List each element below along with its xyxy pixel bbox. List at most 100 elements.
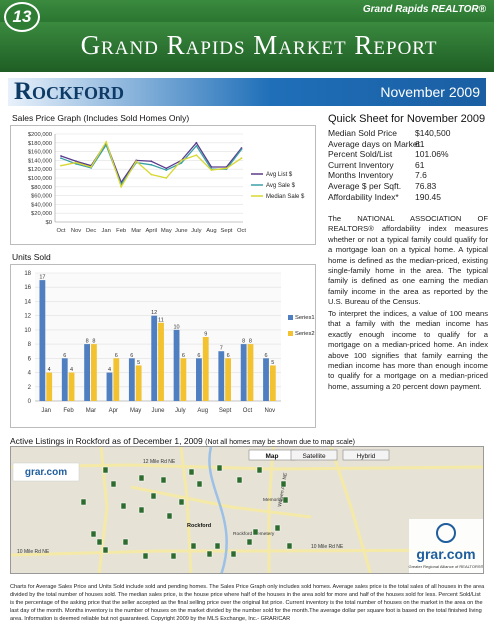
data-point <box>75 163 77 165</box>
data-point <box>150 163 153 166</box>
bar-value-label: 10 <box>173 324 179 330</box>
listing-pin-icon <box>286 542 293 550</box>
y-tick-label: 2 <box>28 385 32 391</box>
x-tick-label: Feb <box>116 228 126 234</box>
quick-sheet-label: Median Sold Price <box>328 128 397 138</box>
listing-pin-icon <box>214 542 221 550</box>
data-point <box>180 159 183 162</box>
price-chart-title: Sales Price Graph (Includes Sold Homes O… <box>12 113 190 123</box>
bar-value-label: 4 <box>70 367 73 373</box>
bar-value-label: 8 <box>92 339 95 345</box>
bar <box>151 315 158 401</box>
bar <box>173 329 180 401</box>
x-tick-label: Mar <box>131 228 141 234</box>
bar <box>61 358 68 401</box>
bar-value-label: 17 <box>39 275 45 281</box>
listing-pin-icon <box>206 550 213 558</box>
place-label: Rockford <box>187 523 211 529</box>
listing-pin-icon <box>280 480 287 488</box>
listing-pin-icon <box>282 496 289 504</box>
legend-label: Avg List $ <box>266 172 293 178</box>
quick-sheet-value: 61 <box>415 138 425 149</box>
bar-value-label: 4 <box>108 367 111 373</box>
data-point <box>210 169 213 171</box>
bar <box>196 358 202 401</box>
legend-swatch <box>288 331 293 336</box>
quick-sheet-row: Affordability Index* 190.45 <box>328 192 488 202</box>
affordability-paragraph: The NATIONAL ASSOCIATION OF REALTORS® af… <box>328 214 488 307</box>
listing-pin-icon <box>160 476 167 484</box>
bar-value-label: 11 <box>158 317 164 323</box>
y-tick-label: 12 <box>24 314 31 320</box>
x-tick-label: June <box>175 228 188 234</box>
bar <box>106 372 113 401</box>
quick-sheet-row: Average days on Market 61 <box>328 139 488 149</box>
data-point <box>150 173 153 176</box>
map-canvas[interactable]: Map Satellite Hybrid 12 Mile Rd NE 10 Mile R… <box>11 447 484 574</box>
city-name: Rockford <box>14 78 125 105</box>
listing-pin-icon <box>274 524 281 532</box>
grar-emblem-icon <box>436 523 456 543</box>
units-chart: 0 2 4 6 8 10 12 14 16 18 Jan Feb Mar Apr May June July Au… <box>24 271 315 414</box>
logo-box-large <box>409 519 483 573</box>
listing-pin-icon <box>256 466 263 474</box>
quick-sheet-value: 76.83 <box>415 181 437 191</box>
x-tick-label: May <box>130 408 141 414</box>
listing-pin-icon <box>252 528 259 536</box>
river <box>208 447 228 573</box>
listing-pin-icon <box>80 498 87 506</box>
road <box>11 548 483 557</box>
interpretation-paragraph: To interpret the indices, a value of 100… <box>328 309 488 391</box>
bar-value-label: 7 <box>220 346 223 352</box>
grar-logo-sub: Greater Regional Alliance of REALTORS® <box>408 564 483 569</box>
quick-sheet-row: Percent Sold/List 101.06% <box>328 149 488 159</box>
brand-label: Grand Rapids REALTOR® <box>362 4 486 15</box>
y-tick-label: $100,000 <box>28 176 52 182</box>
bar-value-label: 6 <box>227 353 230 359</box>
price-chart-card: $0 $20,000 $40,000 $60,000 $80,000 $100,000 $1… <box>10 125 316 245</box>
bar-value-label: 9 <box>204 332 207 338</box>
x-tick-label: June <box>151 408 165 414</box>
listing-pin-icon <box>196 480 203 488</box>
listing-pin-icon <box>142 552 149 560</box>
x-tick-label: May <box>161 228 172 234</box>
bar <box>180 358 187 401</box>
x-tick-label: Nov <box>264 408 275 414</box>
x-tick-label: Oct <box>243 408 253 414</box>
data-point <box>165 167 168 170</box>
y-tick-label: 6 <box>28 356 32 362</box>
quick-sheet-label: Current Inventory <box>328 159 394 170</box>
listing-pin-icon <box>102 466 109 474</box>
listing-pin-icon <box>102 546 109 554</box>
listing-pin-icon <box>190 542 197 550</box>
legend-label: Avg Sale $ <box>266 183 296 189</box>
legend-label: Series2 <box>295 331 315 337</box>
y-tick-label: $160,000 <box>28 150 52 156</box>
x-tick-label: Nov <box>71 228 81 234</box>
y-tick-label: 10 <box>24 328 31 334</box>
listing-pin-icon <box>170 552 177 560</box>
bar-value-label: 8 <box>242 339 245 345</box>
map-tab-label: Hybrid <box>357 453 376 460</box>
legend-label: Series1 <box>295 315 315 321</box>
bar <box>84 344 91 401</box>
quick-sheet-label: Average $ per Sqft. <box>328 181 402 191</box>
x-tick-label: Feb <box>63 408 74 414</box>
bar <box>39 280 46 401</box>
map-tab <box>342 449 390 461</box>
quick-sheet-row: Average $ per Sqft. 76.83 <box>328 181 488 191</box>
bar <box>269 365 276 401</box>
quick-sheet-label: Affordability Index* <box>328 191 399 202</box>
listings-title-text: Active Listings in Rockford as of Decemb… <box>10 436 203 446</box>
y-tick-label: 4 <box>28 371 32 377</box>
units-chart-card: 0 2 4 6 8 10 12 14 16 18 Jan Feb Mar Apr May June July Au… <box>10 264 316 428</box>
road-label: 10 Mile Rd NE <box>311 544 344 550</box>
data-point <box>105 141 108 143</box>
listings-map[interactable]: Map Satellite Hybrid 12 Mile Rd NE 10 Mile R… <box>10 446 484 574</box>
listing-pin-icon <box>96 538 103 546</box>
data-point <box>60 155 62 157</box>
page-number-badge: 13 <box>4 2 40 32</box>
bar-value-label: 12 <box>151 310 157 316</box>
x-tick-label: Jan <box>101 228 110 234</box>
city-band <box>8 78 486 106</box>
